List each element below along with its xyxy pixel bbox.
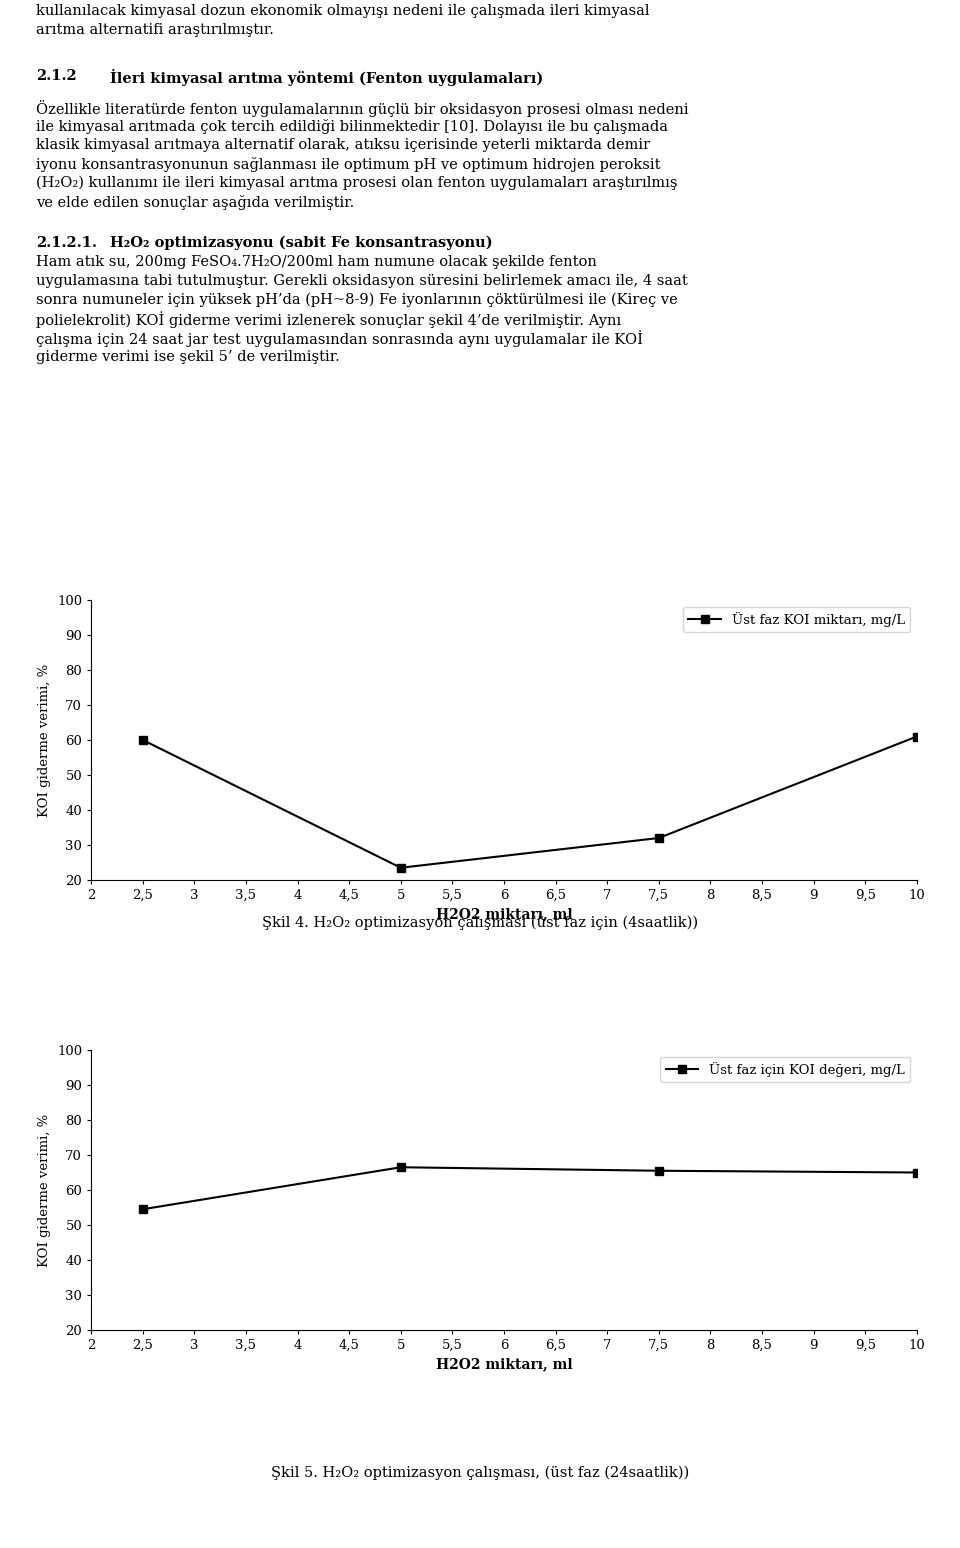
- Üst faz için KOI değeri, mg/L: [911, 1163, 923, 1181]
- Text: klasik kimyasal arıtmaya alternatif olarak, atıksu içerisinde yeterli miktarda d: klasik kimyasal arıtmaya alternatif olar…: [36, 138, 651, 152]
- Text: (H₂O₂) kullanımı ile ileri kimyasal arıtma prosesi olan fenton uygulamaları araş: (H₂O₂) kullanımı ile ileri kimyasal arıt…: [36, 176, 678, 190]
- Text: Şkil 4. H₂O₂ optimizasyon çalışması (üst faz için (4saatlik)): Şkil 4. H₂O₂ optimizasyon çalışması (üst…: [262, 915, 698, 930]
- Üst faz için KOI değeri, mg/L: [137, 1200, 149, 1218]
- Üst faz KOI miktarı, mg/L: [653, 828, 664, 847]
- Text: sonra numuneler için yüksek pH’da (pH~8-9) Fe iyonlarının çöktürülmesi ile (Kire: sonra numuneler için yüksek pH’da (pH~8-…: [36, 293, 678, 307]
- Text: 2.1.2: 2.1.2: [36, 70, 77, 84]
- Text: Özellikle literatürde fenton uygulamalarının güçlü bir oksidasyon prosesi olması: Özellikle literatürde fenton uygulamalar…: [36, 101, 689, 118]
- Text: iyonu konsantrasyonunun sağlanması ile optimum pH ve optimum hidrojen peroksit: iyonu konsantrasyonunun sağlanması ile o…: [36, 156, 661, 172]
- Text: arıtma alternatifi araştırılmıştır.: arıtma alternatifi araştırılmıştır.: [36, 23, 275, 37]
- Text: polielekrolit) KOİ giderme verimi izlenerek sonuçlar şekil 4’de verilmiştir. Ayn: polielekrolit) KOİ giderme verimi izlene…: [36, 311, 622, 328]
- Text: ve elde edilen sonuçlar aşağıda verilmiştir.: ve elde edilen sonuçlar aşağıda verilmiş…: [36, 195, 355, 211]
- X-axis label: H2O2 miktarı, ml: H2O2 miktarı, ml: [436, 907, 572, 921]
- Text: 2.1.2.1.: 2.1.2.1.: [36, 235, 98, 249]
- Üst faz KOI miktarı, mg/L: [396, 859, 407, 878]
- Text: Ham atık su, 200mg FeSO₄.7H₂O/200ml ham numune olacak şekilde fenton: Ham atık su, 200mg FeSO₄.7H₂O/200ml ham …: [36, 254, 597, 269]
- Text: H₂O₂ optimizasyonu (sabit Fe konsantrasyonu): H₂O₂ optimizasyonu (sabit Fe konsantrasy…: [110, 235, 493, 249]
- Üst faz KOI miktarı, mg/L: [911, 728, 923, 746]
- Text: giderme verimi ise şekil 5’ de verilmiştir.: giderme verimi ise şekil 5’ de verilmişt…: [36, 350, 340, 364]
- Y-axis label: KOI giderme verimi, %: KOI giderme verimi, %: [38, 664, 52, 817]
- Text: İleri kimyasal arıtma yöntemi (Fenton uygulamaları): İleri kimyasal arıtma yöntemi (Fenton uy…: [110, 70, 543, 87]
- Y-axis label: KOI giderme verimi, %: KOI giderme verimi, %: [38, 1113, 52, 1266]
- Text: kullanılacak kimyasal dozun ekonomik olmayışı nedeni ile çalışmada ileri kimyasa: kullanılacak kimyasal dozun ekonomik olm…: [36, 5, 650, 19]
- X-axis label: H2O2 miktarı, ml: H2O2 miktarı, ml: [436, 1358, 572, 1372]
- Legend: Üst faz için KOI değeri, mg/L: Üst faz için KOI değeri, mg/L: [660, 1057, 910, 1082]
- Text: çalışma için 24 saat jar test uygulamasından sonrasında aynı uygulamalar ile KOİ: çalışma için 24 saat jar test uygulaması…: [36, 331, 643, 347]
- Üst faz KOI miktarı, mg/L: [137, 731, 149, 749]
- Text: Şkil 5. H₂O₂ optimizasyon çalışması, (üst faz (24saatlik)): Şkil 5. H₂O₂ optimizasyon çalışması, (üs…: [271, 1466, 689, 1480]
- Üst faz için KOI değeri, mg/L: [396, 1158, 407, 1176]
- Üst faz için KOI değeri, mg/L: [653, 1161, 664, 1180]
- Text: uygulamasına tabi tutulmuştur. Gerekli oksidasyon süresini belirlemek amacı ile,: uygulamasına tabi tutulmuştur. Gerekli o…: [36, 274, 688, 288]
- Line: Üst faz KOI miktarı, mg/L: Üst faz KOI miktarı, mg/L: [138, 732, 921, 872]
- Legend: Üst faz KOI miktarı, mg/L: Üst faz KOI miktarı, mg/L: [683, 607, 910, 632]
- Line: Üst faz için KOI değeri, mg/L: Üst faz için KOI değeri, mg/L: [138, 1163, 921, 1214]
- Text: ile kimyasal arıtmada çok tercih edildiği bilinmektedir [10]. Dolayısı ile bu ça: ile kimyasal arıtmada çok tercih edildiğ…: [36, 119, 668, 135]
